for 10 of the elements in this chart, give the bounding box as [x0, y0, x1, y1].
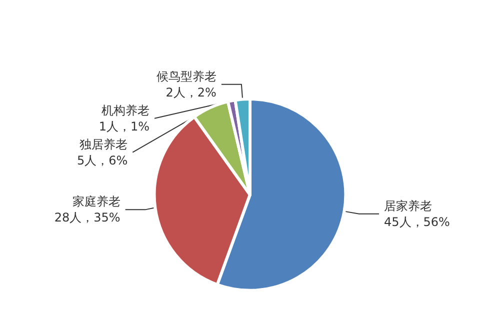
slice-label: 机构养老 [102, 103, 150, 118]
slice-label: 独居养老 [80, 137, 128, 152]
data-label: 2人，2% [166, 85, 216, 100]
slice-label: 候鸟型养老 [156, 69, 216, 84]
data-label: 45人，56% [384, 214, 450, 229]
data-label: 1人，1% [98, 119, 150, 134]
slice-label: 居家养老 [384, 198, 432, 213]
slice-label: 家庭养老 [72, 194, 120, 209]
data-label: 5人，6% [76, 153, 128, 168]
data-label: 28人，35% [54, 210, 120, 225]
